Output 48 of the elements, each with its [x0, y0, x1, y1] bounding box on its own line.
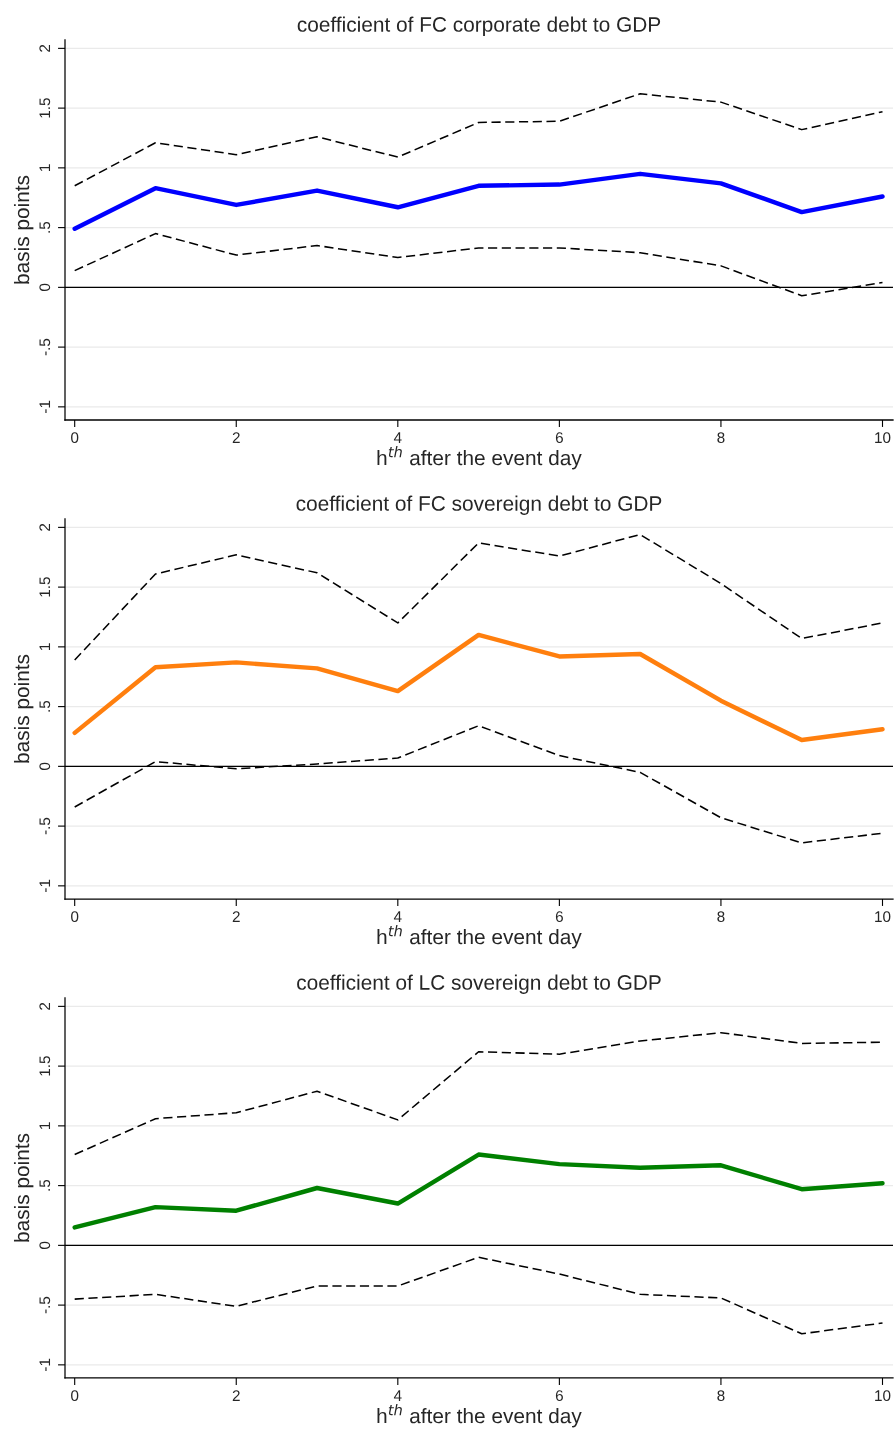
- y-tick-label: -1: [39, 1358, 51, 1371]
- y-tick-label: 1: [39, 1122, 51, 1129]
- x-tick-label: 4: [393, 1390, 402, 1401]
- y-tick-label: .5: [39, 1179, 51, 1191]
- y-tick-label: 2: [39, 44, 51, 52]
- chart-title: coefficient of FC corporate debt to GDP: [297, 16, 661, 36]
- y-tick-label: -.5: [39, 338, 51, 356]
- y-tick-label: 0: [39, 762, 51, 771]
- y-tick-label: -.5: [39, 1296, 51, 1314]
- x-tick-label: 2: [232, 432, 240, 443]
- y-tick-label: -1: [39, 879, 51, 892]
- x-tick-label: 2: [232, 911, 240, 922]
- x-tick-label: 10: [875, 911, 891, 923]
- x-tick-label: 4: [393, 432, 402, 443]
- y-tick-label: 2: [39, 523, 51, 531]
- x-tick-label: 10: [875, 432, 891, 444]
- x-tick-label: 8: [717, 911, 725, 923]
- y-axis-title: basis points: [13, 1133, 34, 1242]
- x-axis-title: h$^{th}$ after the event day: [377, 446, 582, 470]
- x-tick-label: 6: [555, 432, 563, 444]
- x-tick-label: 0: [71, 1390, 79, 1402]
- y-tick-label: 0: [39, 1241, 51, 1250]
- chart-title: coefficient of LC sovereign debt to GDP: [297, 974, 661, 994]
- y-axis-title: basis points: [13, 654, 34, 763]
- y-tick-label: .5: [39, 700, 51, 712]
- x-tick-label: 4: [393, 911, 402, 922]
- y-tick-label: .5: [39, 221, 51, 233]
- x-tick-label: 8: [717, 432, 725, 444]
- y-tick-label: -.5: [39, 817, 51, 835]
- x-tick-label: 0: [71, 911, 79, 923]
- x-tick-label: 2: [232, 1390, 240, 1401]
- y-tick-label: 1: [39, 643, 51, 650]
- y-axis-title: basis points: [13, 175, 34, 284]
- chart-title: coefficient of FC sovereign debt to GDP: [296, 495, 662, 515]
- y-tick-label: 2: [39, 1002, 51, 1010]
- x-tick-label: 8: [717, 1390, 725, 1402]
- x-tick-label: 6: [555, 1390, 563, 1402]
- x-axis-title: h$^{th}$ after the event day: [377, 925, 582, 949]
- y-tick-label: 0: [39, 283, 51, 292]
- x-tick-label: 10: [875, 1390, 891, 1402]
- y-tick-label: -1: [39, 400, 51, 413]
- x-tick-label: 6: [555, 911, 563, 923]
- x-tick-label: 0: [71, 432, 79, 444]
- x-axis-title: h$^{th}$ after the event day: [377, 1404, 582, 1428]
- y-tick-label: 1.5: [39, 1056, 51, 1076]
- y-tick-label: 1.5: [39, 98, 51, 118]
- y-tick-label: 1: [39, 164, 51, 171]
- y-tick-label: 1.5: [39, 577, 51, 597]
